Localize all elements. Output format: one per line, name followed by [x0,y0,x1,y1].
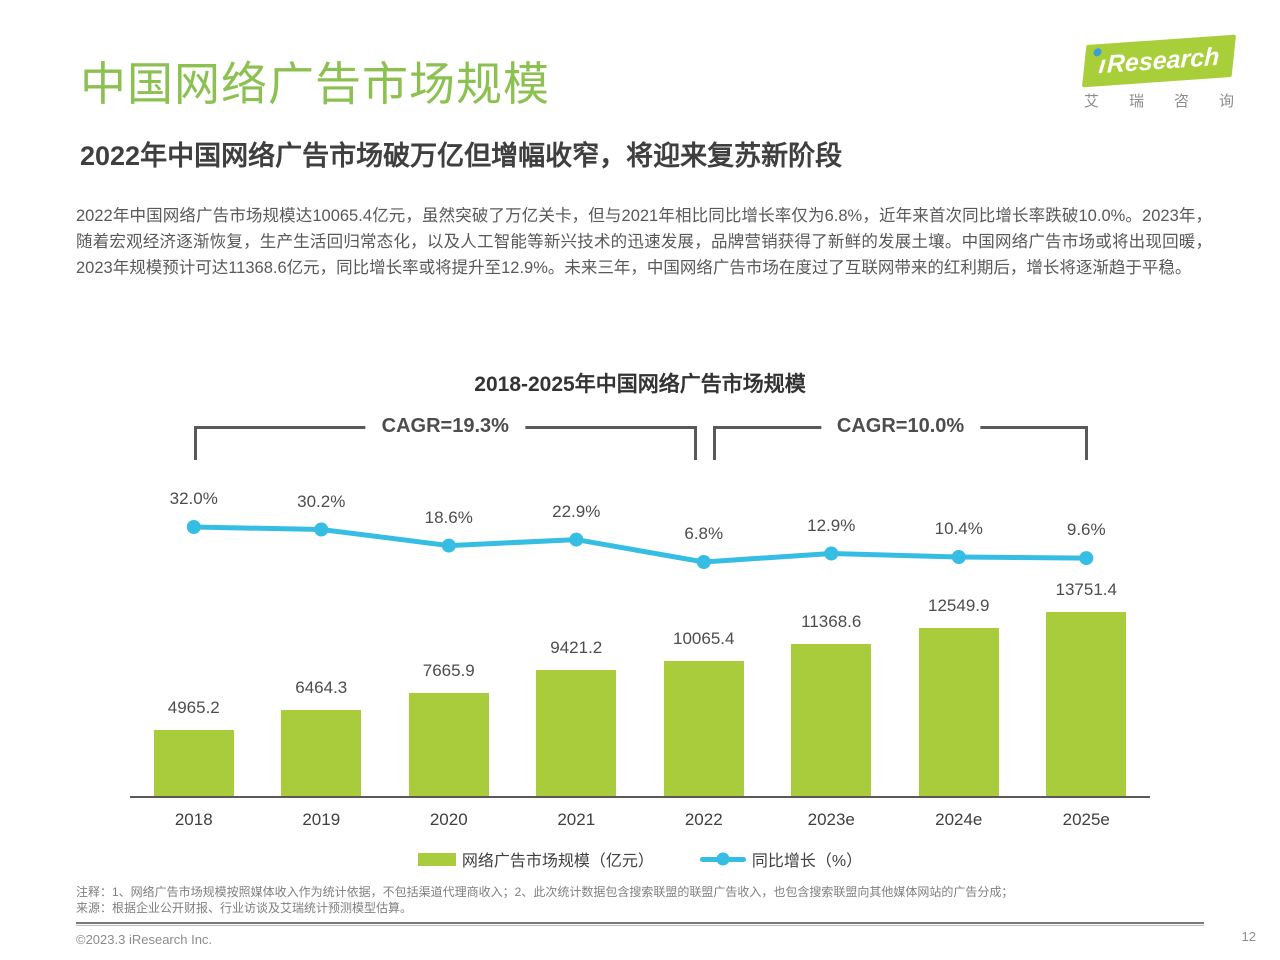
line-point [1079,551,1094,566]
x-axis-label: 2020 [429,810,468,829]
bar-2025e [1046,612,1127,796]
x-axis-label: 2023e [807,810,855,829]
legend-item-bar: 网络广告市场规模（亿元） [417,847,654,871]
growth-rate-label: 6.8% [684,524,724,543]
cagr-label: CAGR=10.0% [820,415,981,438]
cagr-bracket: CAGR=19.3% [193,415,697,460]
line-swatch-icon [699,852,746,866]
x-axis: 2018 2019 2020 2021 2022 2023e 2024e 2025e [130,810,1150,830]
line-point [569,532,584,547]
logo-chinese-name: 艾 瑞 咨 询 [1084,90,1234,111]
cagr-label: CAGR=19.3% [365,415,525,438]
line-point [951,550,966,564]
logo-cn-char: 瑞 [1128,93,1144,110]
growth-rate-label: 12.9% [807,515,856,535]
x-axis-label: 2024e [935,810,983,829]
bar-2021 [536,669,617,796]
line-point [186,520,201,534]
growth-rate-label: 9.6% [1066,520,1106,540]
bar-value-label: 9421.2 [550,637,603,657]
x-axis-label: 2019 [302,810,341,829]
footnote-source: 来源：根据企业公开财报、行业访谈及艾瑞统计预测模型估算。 [76,901,413,915]
bar-2023e [791,643,872,796]
bar-value-label: 6464.3 [295,677,348,697]
bar-2024e [918,628,999,796]
legend-item-line: 同比增长（%） [699,847,863,871]
growth-rate-label: 30.2% [297,491,346,511]
growth-rate-label: 18.6% [424,507,473,527]
bar-2020 [408,693,489,796]
growth-rate-label: 32.0% [169,489,218,508]
x-axis-label: 2018 [174,810,213,829]
line-point [441,538,456,553]
growth-rate-label: 10.4% [934,519,983,538]
bar-value-label: 4965.2 [167,697,220,717]
legend-label-bar: 网络广告市场规模（亿元） [461,853,654,870]
footnotes: 注释：1、网络广告市场规模按照媒体收入作为统计依据，不包括渠道代理商收入；2、此… [76,884,1212,916]
logo-cn-char: 艾 [1084,93,1100,110]
logo-brand-text: Research [1106,42,1220,79]
bar-value-label: 7665.9 [422,661,475,681]
logo-cn-char: 咨 [1173,93,1189,110]
x-axis-label: 2025e [1062,810,1110,829]
bar-value-label: 13751.4 [1055,580,1117,599]
page-subtitle: 2022年中国网络广告市场破万亿但增幅收窄，将迎来复苏新阶段 [80,141,843,171]
bar-2022 [663,661,744,796]
bar-2019 [281,709,362,796]
bar-value-label: 10065.4 [673,629,735,649]
x-axis-label: 2022 [684,810,723,829]
bar-swatch-icon [417,852,456,866]
footer-divider [76,922,1204,926]
footnote-note: 注释：1、网络广告市场规模按照媒体收入作为统计依据，不包括渠道代理商收入；2、此… [76,885,1014,899]
line-point [314,522,329,537]
logo-cn-char: 询 [1218,93,1234,110]
chart-plot-area: 4965.2 6464.3 7665.9 9421.2 10065.4 11368.6 12… [130,415,1150,798]
legend-label-line: 同比增长（%） [751,853,863,870]
logo-shape: ı Research [1081,34,1237,88]
growth-rate-label: 22.9% [552,501,601,521]
x-axis-label: 2021 [557,810,596,829]
bar-2018 [153,729,234,796]
copyright-text: ©2023.3 iResearch Inc. [76,932,213,947]
cagr-bracket: CAGR=10.0% [712,415,1089,460]
iresearch-logo: ı Research 艾 瑞 咨 询 [1081,34,1237,111]
intro-paragraph: 2022年中国网络广告市场规模达10065.4亿元，虽然突破了万亿关卡，但与20… [76,207,1212,277]
line-point [696,555,711,569]
chart-legend: 网络广告市场规模（亿元） 同比增长（%） [0,847,1280,871]
page-title: 中国网络广告市场规模 [80,58,550,110]
page-number: 12 [1241,929,1256,944]
chart-title: 2018-2025年中国网络广告市场规模 [474,373,806,396]
bar-value-label: 11368.6 [801,611,862,631]
bar-value-label: 12549.9 [928,596,990,616]
line-point [824,546,839,561]
